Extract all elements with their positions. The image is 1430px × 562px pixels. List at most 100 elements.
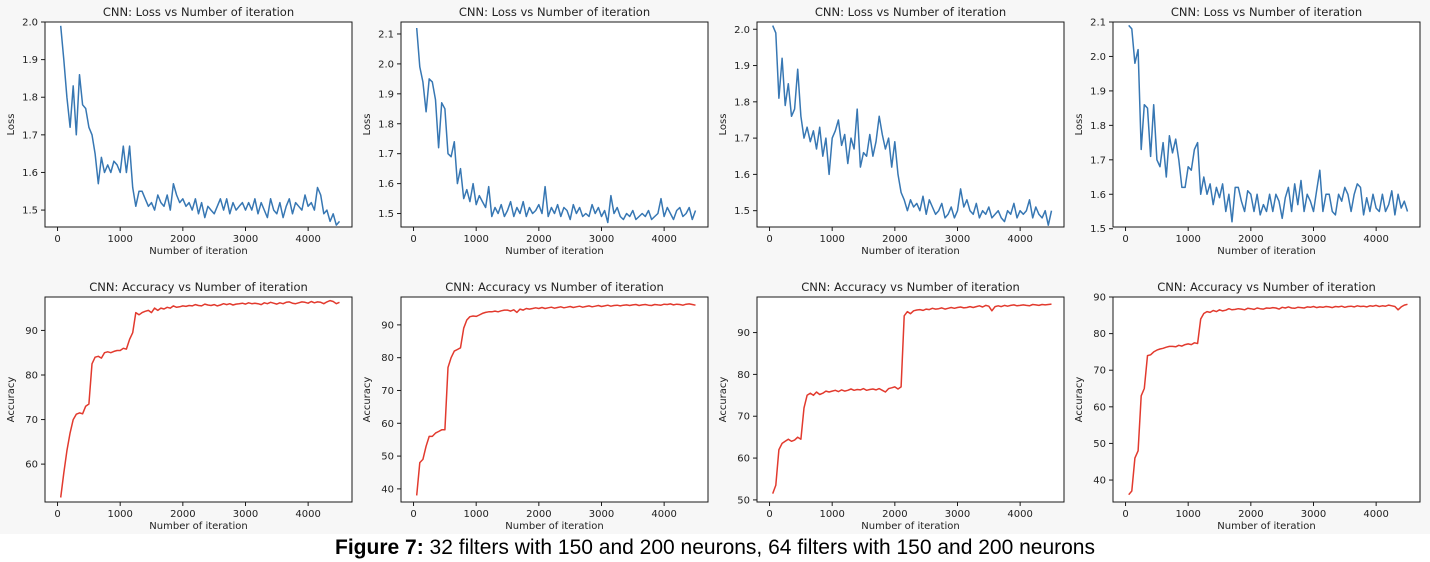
figure-caption: Figure 7: 32 filters with 150 and 200 ne… bbox=[0, 535, 1430, 561]
plot-area bbox=[1112, 21, 1421, 228]
x-tick-label: 3000 bbox=[945, 234, 970, 245]
y-tick-label: 1.8 bbox=[378, 119, 394, 130]
x-tick-label: 2000 bbox=[1238, 234, 1263, 245]
y-tick-label: 1.7 bbox=[22, 130, 38, 141]
series-line bbox=[1128, 24, 1409, 223]
y-axis-label: Accuracy bbox=[362, 377, 373, 423]
x-tick-label: 4000 bbox=[1007, 234, 1032, 245]
x-tick-label: 3000 bbox=[1301, 509, 1326, 520]
x-tick-label: 2000 bbox=[1238, 509, 1263, 520]
y-tick-label: 1.7 bbox=[734, 134, 750, 145]
x-tick-label: 3000 bbox=[589, 509, 614, 520]
y-tick-label: 80 bbox=[1093, 329, 1106, 340]
chart-panel-5: CNN: Accuracy vs Number of iteration 0 100… bbox=[0, 268, 358, 534]
chart-panel-1: CNN: Loss vs Number of iteration 0 1000 200… bbox=[0, 0, 358, 268]
x-tick-label: 0 bbox=[54, 509, 60, 520]
series-line bbox=[1128, 303, 1408, 496]
y-tick-label: 1.8 bbox=[734, 97, 750, 108]
x-tick-label: 4000 bbox=[295, 509, 320, 520]
x-axis-label: Number of iteration bbox=[1217, 246, 1315, 257]
figure: CNN: Loss vs Number of iteration 0 1000 200… bbox=[0, 0, 1430, 534]
y-tick-label: 1.6 bbox=[1090, 190, 1106, 201]
y-tick-label: 80 bbox=[737, 370, 750, 381]
plot-area bbox=[400, 21, 709, 228]
series-line bbox=[772, 25, 1053, 226]
plot-area bbox=[1112, 296, 1421, 503]
figure-caption-label: Figure 7: bbox=[335, 536, 424, 559]
chart-title: CNN: Accuracy vs Number of iteration bbox=[445, 280, 664, 294]
y-tick-label: 60 bbox=[1093, 402, 1106, 413]
y-tick-label: 90 bbox=[381, 320, 394, 331]
y-axis-label: Accuracy bbox=[718, 377, 729, 423]
y-tick-label: 1.8 bbox=[22, 93, 38, 104]
x-tick-label: 1000 bbox=[107, 234, 132, 245]
y-tick-label: 1.5 bbox=[734, 206, 750, 217]
x-axis-label: Number of iteration bbox=[149, 246, 247, 257]
y-tick-label: 90 bbox=[737, 328, 750, 339]
x-tick-label: 0 bbox=[1122, 234, 1128, 245]
y-tick-label: 1.5 bbox=[378, 209, 394, 220]
y-axis-label: Accuracy bbox=[6, 377, 17, 423]
y-tick-label: 1.5 bbox=[1090, 224, 1106, 235]
y-tick-label: 2.1 bbox=[378, 29, 394, 40]
x-tick-label: 0 bbox=[410, 509, 416, 520]
chart-title: CNN: Accuracy vs Number of iteration bbox=[1157, 280, 1376, 294]
x-tick-label: 3000 bbox=[945, 509, 970, 520]
y-tick-label: 40 bbox=[381, 484, 394, 495]
y-tick-label: 1.6 bbox=[22, 168, 38, 179]
plot-area bbox=[44, 296, 353, 503]
x-axis-label: Number of iteration bbox=[505, 521, 603, 532]
y-axis-label: Loss bbox=[362, 114, 373, 136]
x-tick-label: 3000 bbox=[1301, 234, 1326, 245]
y-tick-label: 50 bbox=[737, 495, 750, 506]
x-tick-label: 2000 bbox=[526, 509, 551, 520]
x-tick-label: 2000 bbox=[882, 234, 907, 245]
y-tick-label: 90 bbox=[25, 326, 38, 337]
x-axis-label: Number of iteration bbox=[861, 246, 959, 257]
y-tick-label: 2.0 bbox=[378, 59, 394, 70]
y-tick-label: 60 bbox=[737, 454, 750, 465]
y-tick-label: 2.0 bbox=[22, 18, 38, 29]
x-tick-label: 1000 bbox=[1175, 509, 1200, 520]
chart-title: CNN: Accuracy vs Number of iteration bbox=[89, 280, 308, 294]
y-tick-label: 70 bbox=[737, 412, 750, 423]
x-tick-label: 2000 bbox=[170, 234, 195, 245]
chart-title: CNN: Loss vs Number of iteration bbox=[815, 5, 1006, 19]
y-tick-label: 50 bbox=[381, 452, 394, 463]
series-line bbox=[59, 25, 341, 226]
y-tick-label: 50 bbox=[1093, 439, 1106, 450]
chart-panel-7: CNN: Accuracy vs Number of iteration 0 100… bbox=[714, 268, 1070, 534]
x-tick-label: 0 bbox=[1122, 509, 1128, 520]
x-tick-label: 1000 bbox=[819, 234, 844, 245]
y-axis-label: Loss bbox=[1074, 114, 1085, 136]
series-line bbox=[415, 303, 696, 496]
y-tick-label: 1.7 bbox=[1090, 155, 1106, 166]
x-tick-label: 0 bbox=[54, 234, 60, 245]
y-tick-label: 2.0 bbox=[734, 25, 750, 36]
x-tick-label: 0 bbox=[410, 234, 416, 245]
x-tick-label: 3000 bbox=[233, 234, 258, 245]
y-tick-label: 1.9 bbox=[378, 89, 394, 100]
chart-panel-3: CNN: Loss vs Number of iteration 0 1000 200… bbox=[714, 0, 1070, 268]
chart-title: CNN: Loss vs Number of iteration bbox=[459, 5, 650, 19]
x-tick-label: 3000 bbox=[233, 509, 258, 520]
plot-area bbox=[756, 21, 1065, 228]
y-tick-label: 40 bbox=[1093, 476, 1106, 487]
x-tick-label: 1000 bbox=[463, 509, 488, 520]
y-tick-label: 1.5 bbox=[22, 206, 38, 217]
chart-panel-4: CNN: Loss vs Number of iteration 0 1000 200… bbox=[1070, 0, 1430, 268]
chart-title: CNN: Loss vs Number of iteration bbox=[103, 5, 294, 19]
chart-panel-2: CNN: Loss vs Number of iteration 0 1000 200… bbox=[358, 0, 714, 268]
y-tick-label: 1.9 bbox=[1090, 86, 1106, 97]
x-tick-label: 4000 bbox=[1007, 509, 1032, 520]
y-axis-label: Accuracy bbox=[1074, 377, 1085, 423]
y-tick-label: 1.6 bbox=[734, 170, 750, 181]
plot-area bbox=[756, 296, 1065, 503]
y-tick-label: 70 bbox=[25, 415, 38, 426]
y-tick-label: 1.9 bbox=[734, 61, 750, 72]
x-axis-label: Number of iteration bbox=[861, 521, 959, 532]
y-tick-label: 1.8 bbox=[1090, 121, 1106, 132]
y-tick-label: 60 bbox=[381, 419, 394, 430]
x-tick-label: 2000 bbox=[170, 509, 195, 520]
y-tick-label: 1.7 bbox=[378, 149, 394, 160]
